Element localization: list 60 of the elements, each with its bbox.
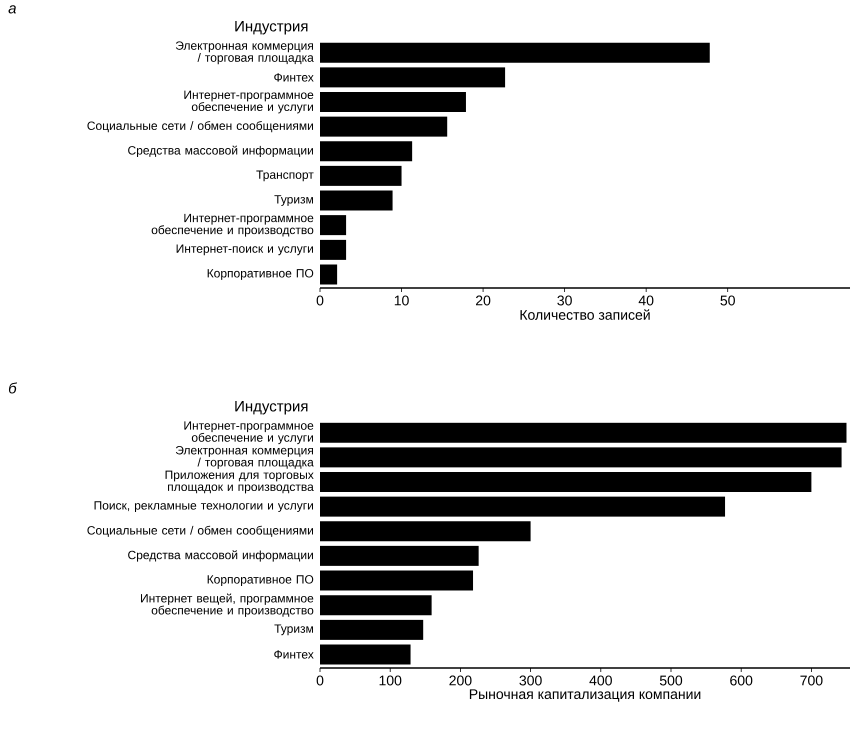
- x-tick-label: 50: [720, 296, 735, 306]
- x-tick-label: 10: [394, 296, 409, 306]
- y-tick-label: Социальные сети / обмен сообщениями: [87, 121, 313, 132]
- bar: [320, 42, 710, 63]
- x-tick-label: 300: [519, 676, 542, 686]
- y-tick-label: Интернет-поиск и услуги: [176, 244, 313, 256]
- y-tick-label: Поиск, рекламные технологии и услуги: [94, 501, 313, 512]
- x-tick-label: 200: [449, 676, 472, 686]
- x-tick-label: 0: [316, 676, 324, 686]
- x-tick-label: 500: [660, 676, 682, 686]
- x-axis-title: Количество записей: [520, 309, 650, 320]
- bar: [320, 166, 402, 186]
- text: б: [8, 382, 18, 394]
- bar: [320, 116, 448, 137]
- bar: [320, 190, 393, 211]
- bar: [320, 546, 479, 566]
- y-tick-label: Интернет-программное обеспечение и производство: [152, 214, 314, 237]
- x-tick-label: 600: [730, 676, 752, 686]
- bar: [320, 215, 346, 236]
- y-tick-label: Интернет-программное обеспечение и услуги: [184, 421, 314, 444]
- y-tick-label: Средства массовой информации: [128, 550, 313, 562]
- bar: [320, 422, 846, 443]
- y-tick-label: Интернет вещей, программное обеспечение и производство: [141, 593, 314, 617]
- y-tick-label: Финтех: [274, 73, 314, 82]
- bar: [320, 67, 506, 88]
- y-tick-label: Электронная коммерция / торговая площадка: [176, 446, 314, 469]
- x-tick-label: 20: [476, 296, 490, 306]
- x-axis-title: Рыночная капитализация компании: [470, 689, 700, 702]
- x-tick-label: 30: [557, 296, 572, 306]
- bar: [320, 92, 466, 112]
- bar: [320, 521, 531, 542]
- x-tick-label: 700: [800, 676, 823, 686]
- y-tick-label: Туризм: [274, 195, 313, 206]
- y-tick-label: Средства массовой информации: [128, 146, 313, 157]
- y-tick-label: Социальные сети / обмен сообщениями: [87, 526, 313, 537]
- bar: [320, 264, 338, 284]
- bar: [320, 570, 474, 591]
- y-tick-label: Финтех: [274, 650, 314, 659]
- bar: [320, 141, 412, 162]
- y-tick-label: Корпоративное ПО: [208, 269, 314, 280]
- bar: [320, 644, 411, 664]
- bar: [320, 240, 346, 260]
- y-tick-label: Корпоративное ПО: [208, 575, 314, 586]
- x-tick-label: 0: [316, 296, 324, 306]
- bar: [320, 595, 432, 616]
- y-tick-label: Туризм: [274, 624, 313, 636]
- y-tick-label: Транспорт: [256, 170, 314, 182]
- bar: [320, 620, 424, 640]
- x-tick-label: 40: [638, 296, 654, 306]
- y-axis-title: Индустрия: [235, 21, 308, 34]
- y-axis-title: Индустрия: [235, 401, 308, 414]
- x-tick-label: 400: [589, 676, 612, 686]
- y-tick-label: Интернет-программное обеспечение и услуги: [184, 90, 314, 114]
- y-tick-label: Электронная коммерция / торговая площадка: [176, 41, 314, 64]
- x-tick-label: 100: [380, 676, 402, 686]
- y-tick-label: Приложения для торговых площадок и производства: [166, 470, 314, 494]
- bar: [320, 447, 842, 468]
- bar: [320, 496, 726, 517]
- text: а: [8, 5, 16, 14]
- bar: [320, 472, 812, 492]
